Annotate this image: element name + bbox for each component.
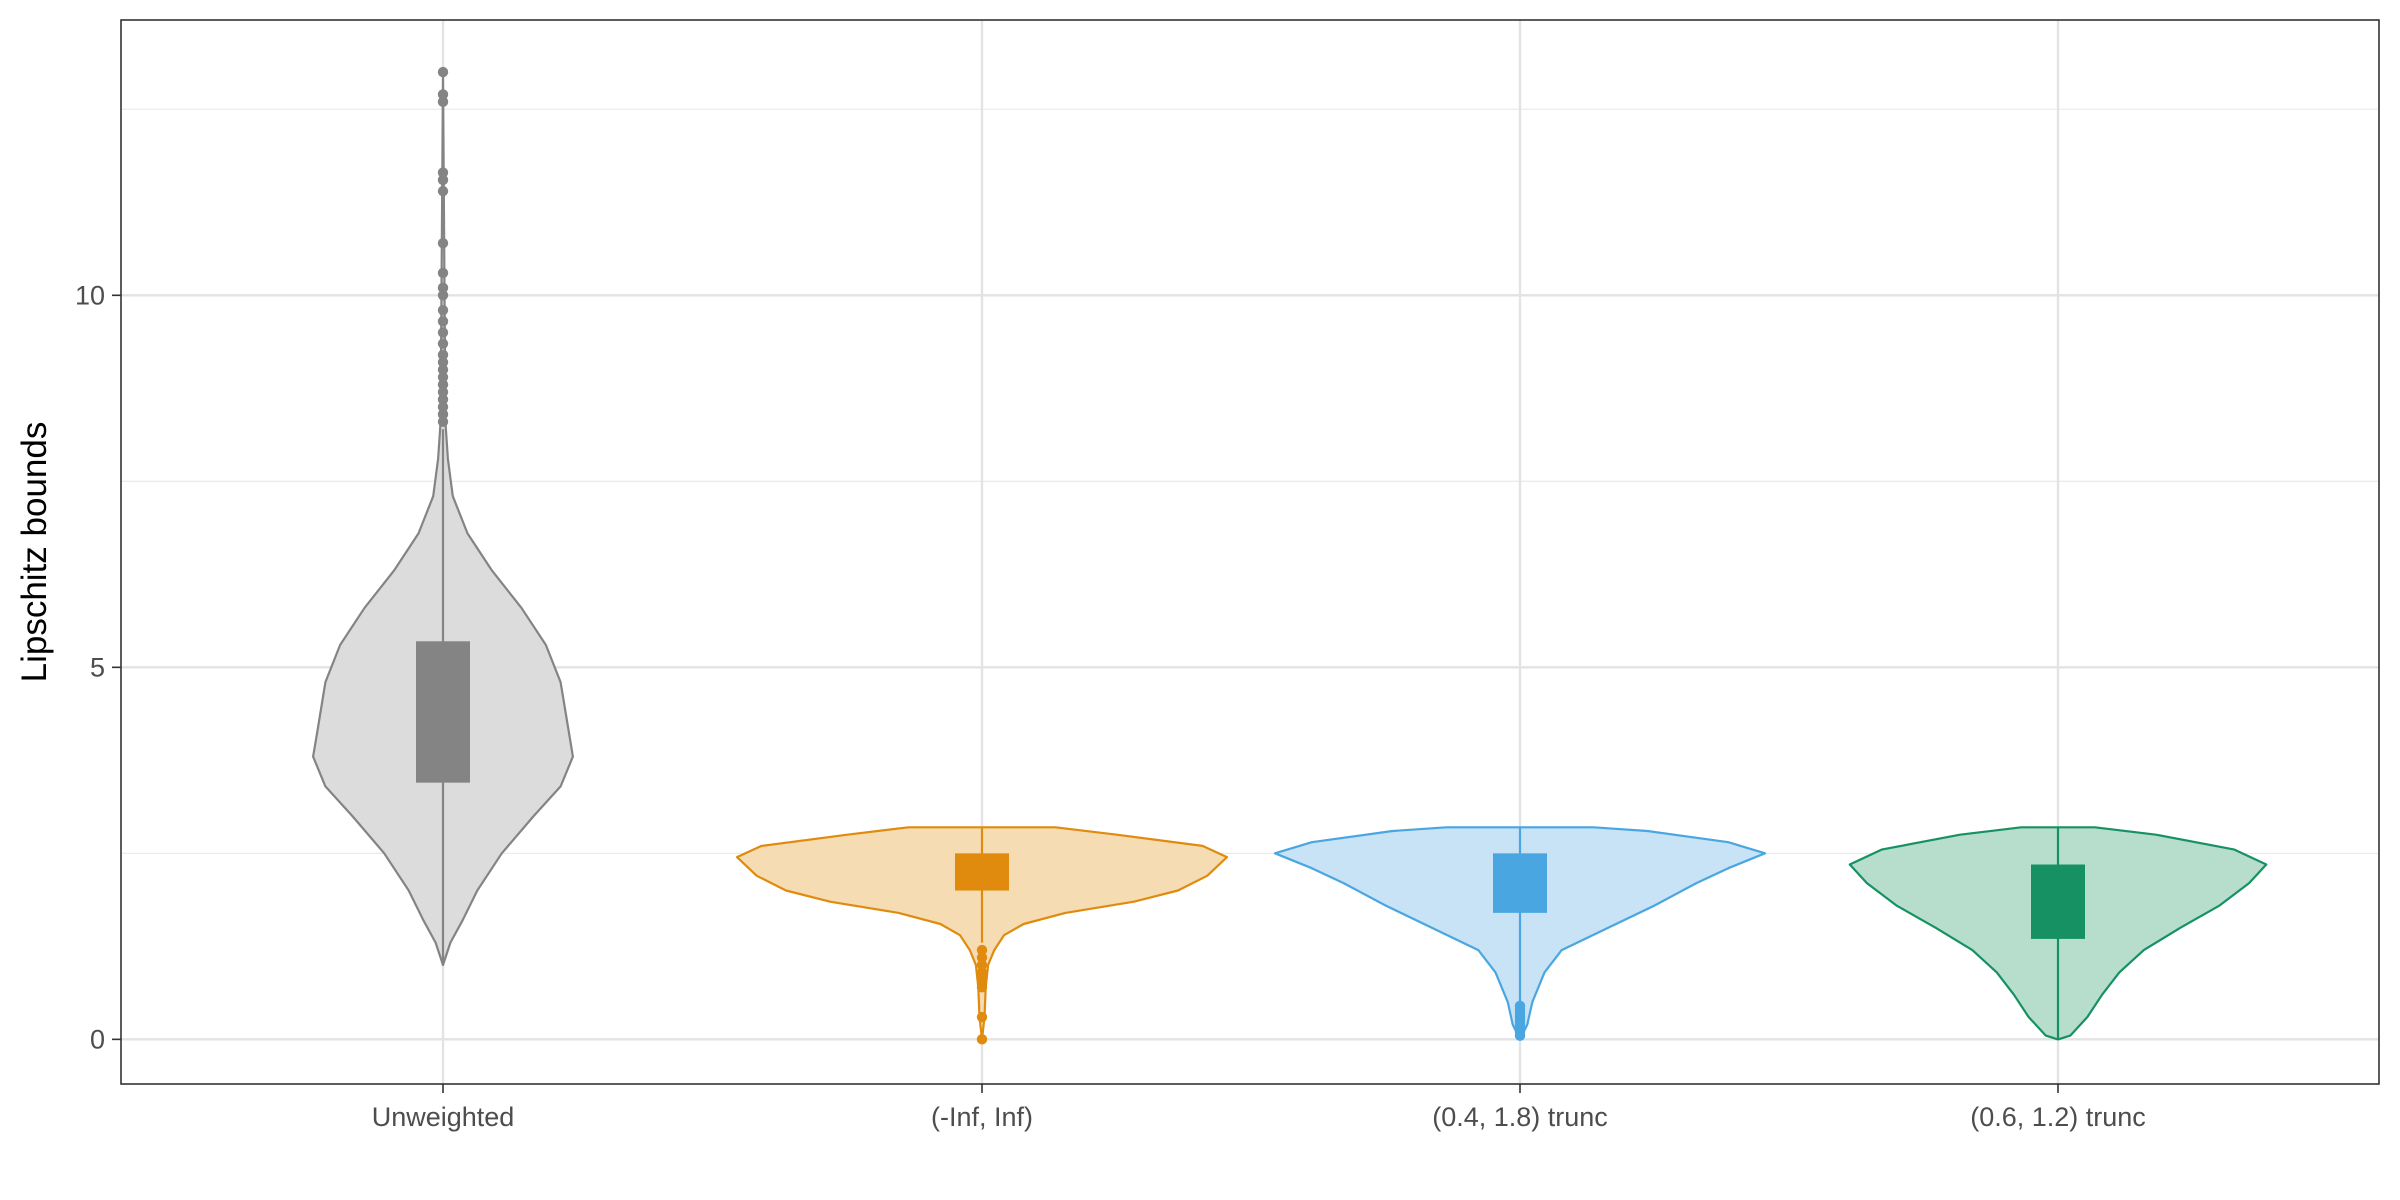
panel-border	[120, 19, 2380, 1085]
outlier-point	[437, 357, 449, 368]
box-iqr	[2031, 864, 2085, 939]
outlier-point	[437, 304, 449, 316]
outlier-point	[976, 982, 988, 993]
x-tick-label: (0.6, 1.2) trunc	[1970, 1102, 2146, 1132]
outlier-point	[437, 379, 449, 390]
outlier-point	[976, 944, 988, 956]
outlier-point	[437, 282, 449, 294]
outlier-point	[437, 416, 449, 427]
outlier-point	[437, 338, 449, 349]
outlier-point	[976, 967, 988, 978]
outlier-point	[1514, 1030, 1526, 1041]
box-iqr	[955, 853, 1009, 891]
x-axis-ticks: Unweighted (-Inf, Inf) (0.4, 1.8) trunc (0.…	[372, 1084, 2146, 1132]
y-tick-label: 10	[75, 280, 105, 310]
outlier-point	[437, 386, 449, 398]
outlier-point	[976, 952, 988, 963]
x-tick-label: (-Inf, Inf)	[931, 1102, 1033, 1132]
outlier-point	[437, 290, 449, 301]
outlier-point	[976, 974, 988, 986]
y-axis-ticks: 0 5 10	[75, 280, 121, 1054]
outlier-point	[437, 96, 449, 108]
y-tick-label: 5	[90, 652, 105, 682]
violin-group	[1848, 826, 2268, 1041]
x-tick-label: (0.4, 1.8) trunc	[1432, 1102, 1608, 1132]
outlier-point	[976, 959, 988, 971]
outlier-point	[437, 394, 449, 405]
box-iqr	[1493, 853, 1547, 913]
box-iqr	[416, 641, 470, 783]
outlier-point	[437, 174, 449, 186]
outlier-point	[976, 1011, 988, 1023]
y-axis-title: Lipschitz bounds	[15, 422, 54, 683]
outlier-point	[437, 238, 449, 249]
violins	[312, 66, 2268, 1045]
outlier-point	[437, 349, 449, 361]
outlier-point	[437, 89, 449, 100]
outlier-point	[976, 1034, 988, 1045]
x-tick-label: Unweighted	[372, 1102, 515, 1132]
outlier-point	[437, 267, 449, 279]
violin-group	[312, 66, 574, 967]
outlier-point	[437, 316, 449, 327]
y-tick-label: 0	[90, 1024, 105, 1054]
outlier-point	[437, 66, 449, 78]
violin-group	[1273, 826, 1767, 1041]
outlier-point	[437, 327, 449, 338]
outlier-point	[437, 364, 449, 375]
violin-group	[735, 826, 1229, 1045]
outlier-point	[437, 371, 449, 383]
outlier-point	[437, 167, 449, 178]
outlier-point	[437, 409, 449, 420]
outlier-point	[437, 401, 449, 413]
outlier-point	[437, 185, 449, 197]
